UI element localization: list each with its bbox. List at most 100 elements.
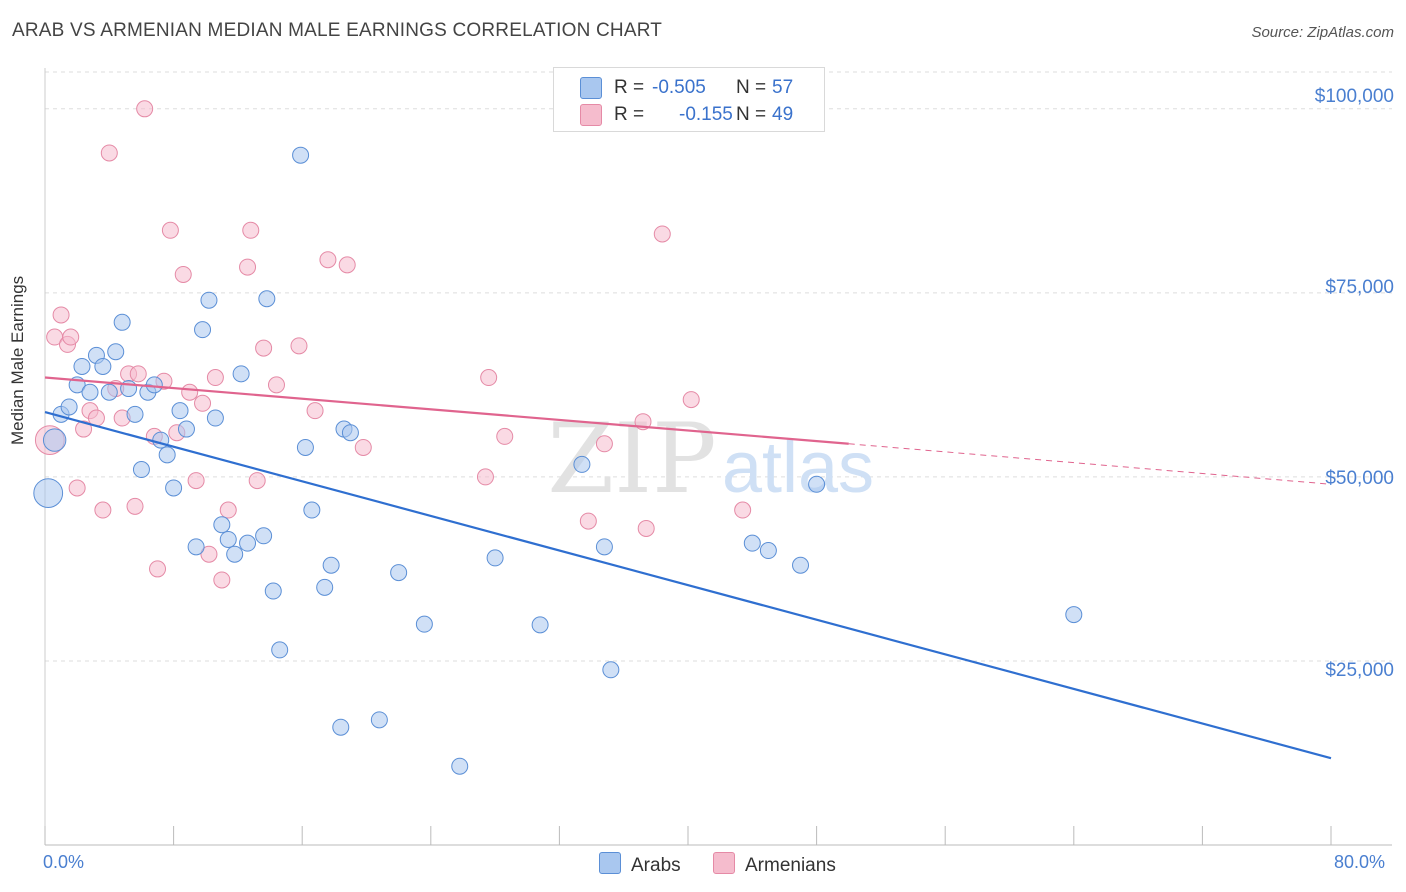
armenian-point: [476, 468, 494, 486]
arab-point: [126, 405, 144, 423]
trend-lines: [44, 376, 1332, 760]
watermark-atlas: atlas: [722, 428, 874, 508]
armenian-point: [338, 256, 356, 274]
arab-point: [341, 424, 359, 442]
armenian-point: [194, 394, 212, 412]
y-axis-label: Median Male Earnings: [8, 275, 27, 445]
armenian-point: [149, 560, 167, 578]
arab-point: [1065, 606, 1083, 624]
armenian-point: [653, 225, 671, 243]
x-tick-label: 0.0%: [43, 852, 85, 872]
arab-point: [206, 409, 224, 427]
arabs-points: [33, 146, 1083, 775]
armenian-point: [354, 438, 372, 456]
arab-point: [370, 711, 388, 729]
arab-point: [200, 291, 218, 309]
arab-point: [94, 357, 112, 375]
arab-point: [415, 615, 433, 633]
arab-point: [573, 455, 591, 473]
r-value: -0.505: [652, 77, 706, 98]
arab-point: [219, 530, 237, 548]
arab-point: [158, 446, 176, 464]
arab-point: [232, 365, 250, 383]
armenians-trend-line: [44, 376, 849, 445]
source-label: Source: ZipAtlas.com: [1251, 24, 1394, 41]
arab-point: [255, 527, 273, 545]
chart-title: ARAB VS ARMENIAN MEDIAN MALE EARNINGS CO…: [12, 20, 663, 41]
arab-point: [165, 479, 183, 497]
legend-label-armenians: Armenians: [745, 855, 836, 876]
y-tick-label: $25,000: [1325, 660, 1394, 681]
legend-item-armenians[interactable]: Armenians: [713, 852, 836, 876]
armenian-point: [267, 376, 285, 394]
arab-point: [292, 146, 310, 164]
arab-point: [743, 534, 761, 552]
arab-point: [296, 438, 314, 456]
arab-point: [42, 428, 67, 452]
armenian-point: [200, 545, 218, 563]
arab-point: [226, 545, 244, 563]
armenian-point: [306, 402, 324, 420]
arab-point: [107, 343, 125, 361]
arab-point: [145, 376, 163, 394]
armenian-point: [126, 497, 144, 515]
armenian-point: [248, 472, 266, 490]
axes: [44, 68, 1392, 846]
armenian-point: [161, 221, 179, 239]
legend-item-arabs[interactable]: Arabs: [599, 852, 681, 876]
r-label: R =: [614, 104, 645, 125]
armenian-point: [242, 221, 260, 239]
arab-point: [60, 398, 78, 416]
armenian-point: [290, 337, 308, 355]
armenian-point: [174, 265, 192, 283]
n-value: 49: [772, 104, 794, 125]
arab-point: [187, 538, 205, 556]
arab-point: [332, 718, 350, 736]
armenian-point: [75, 420, 93, 438]
arab-point: [595, 538, 613, 556]
armenian-point: [206, 369, 224, 387]
armenians-swatch: [580, 104, 602, 126]
armenian-point: [62, 328, 80, 346]
armenian-point: [181, 383, 199, 401]
arabs-swatch: [599, 852, 621, 874]
arab-point: [486, 549, 504, 567]
arab-point: [808, 475, 826, 493]
arab-point: [258, 290, 276, 308]
n-label: N =: [736, 104, 767, 125]
armenian-point: [187, 472, 205, 490]
arab-point: [316, 578, 334, 596]
arab-point: [264, 582, 282, 600]
r-value: -0.155: [679, 104, 733, 125]
watermark-zip: ZIP: [547, 403, 716, 515]
armenian-point: [136, 100, 154, 118]
armenian-point: [129, 365, 147, 383]
arab-point: [451, 757, 469, 775]
arab-point: [792, 556, 810, 574]
arab-point: [390, 564, 408, 582]
arab-point: [100, 383, 118, 401]
n-label: N =: [736, 77, 767, 98]
arab-point: [33, 478, 64, 509]
armenians-trend-extension: [848, 443, 1332, 485]
armenians-swatch: [713, 852, 735, 874]
arab-point: [177, 420, 195, 438]
armenian-point: [213, 571, 231, 589]
arab-point: [322, 556, 340, 574]
arab-point: [531, 616, 549, 634]
arab-point: [239, 534, 257, 552]
legend-label-arabs: Arabs: [631, 855, 681, 876]
armenian-point: [637, 519, 655, 537]
arabs-trend-line: [44, 411, 1332, 760]
y-tick-label: $100,000: [1314, 86, 1394, 107]
armenian-point: [255, 339, 273, 357]
armenian-point: [100, 144, 118, 162]
armenian-point: [219, 501, 237, 519]
armenian-point: [595, 435, 613, 453]
arab-point: [194, 321, 212, 339]
armenian-point: [52, 306, 70, 324]
armenian-point: [734, 501, 752, 519]
watermark: ZIP atlas: [547, 403, 874, 515]
armenian-point: [480, 369, 498, 387]
